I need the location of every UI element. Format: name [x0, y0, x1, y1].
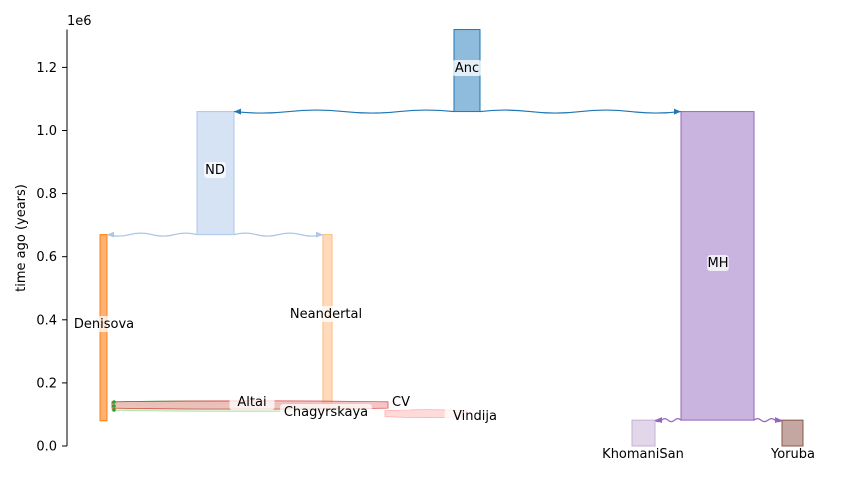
y-tick-label: 0.6: [36, 250, 57, 265]
deme-block-khomanisan: [631, 419, 656, 447]
split-arrow-mh-left-head: [655, 417, 662, 424]
deme-label-nd: ND: [205, 163, 225, 178]
deme-label-anc: Anc: [455, 61, 479, 76]
deme-label-denisova: Denisova: [74, 317, 134, 332]
deme-block-yoruba: [781, 419, 804, 447]
deme-label-bg: [452, 60, 482, 76]
deme-label-bg: [229, 394, 275, 410]
deme-label-bg: [204, 162, 226, 178]
pulse-marker: [112, 400, 116, 404]
pulse-marker: [112, 408, 116, 412]
split-arrow-nd-left: [106, 232, 198, 237]
deme-label-chagyrskaya: Chagyrskaya: [284, 405, 368, 420]
deme-label-bg: [390, 394, 412, 410]
deme-label-neandertal: Neandertal: [290, 307, 362, 322]
y-tick-label: 1.2: [36, 61, 57, 76]
deme-label-mh: MH: [708, 256, 729, 271]
deme-label-bg: [284, 306, 368, 322]
split-arrow-nd-right: [233, 232, 324, 237]
deme-label-bg: [69, 316, 139, 332]
y-axis: 0.0 0.2 0.4 0.6 0.8 1.0 1.2: [36, 29, 68, 455]
deme-label-vindija: Vindija: [453, 409, 497, 424]
y-axis-offset-label: 1e6: [67, 14, 92, 29]
deme-labels: Anc ND MH Denisova Neandertal Altai Chagyrskay…: [69, 60, 815, 462]
deme-label-khomanisan: KhomaniSan: [602, 447, 684, 462]
y-tick-label: 0.2: [36, 376, 57, 391]
split-arrow-anc-left: [233, 109, 455, 114]
y-tick-label: 1.0: [36, 124, 57, 139]
deme-blocks: [99, 29, 804, 447]
deme-label-bg: [444, 408, 506, 424]
split-arrow-anc-right: [479, 109, 682, 114]
pulse-marker: [112, 404, 116, 408]
y-tick-label: 0.0: [36, 440, 57, 455]
split-arrow-mh-right-head: [775, 417, 782, 424]
split-arrow-nd-right-head: [316, 231, 323, 238]
deme-label-cv: CV: [392, 395, 410, 410]
y-tick-label: 0.4: [36, 313, 57, 328]
deme-label-yoruba: Yoruba: [770, 447, 815, 462]
split-arrows: [106, 108, 783, 424]
split-arrow-anc-right-head: [674, 108, 681, 115]
split-arrow-nd-left-head: [107, 231, 114, 238]
deme-label-bg: [280, 404, 372, 420]
y-axis-label: time ago (years): [14, 184, 29, 292]
split-arrow-anc-left-head: [234, 108, 241, 115]
deme-label-bg: [707, 255, 729, 271]
deme-label-altai: Altai: [237, 395, 266, 410]
y-tick-label: 0.8: [36, 187, 57, 202]
